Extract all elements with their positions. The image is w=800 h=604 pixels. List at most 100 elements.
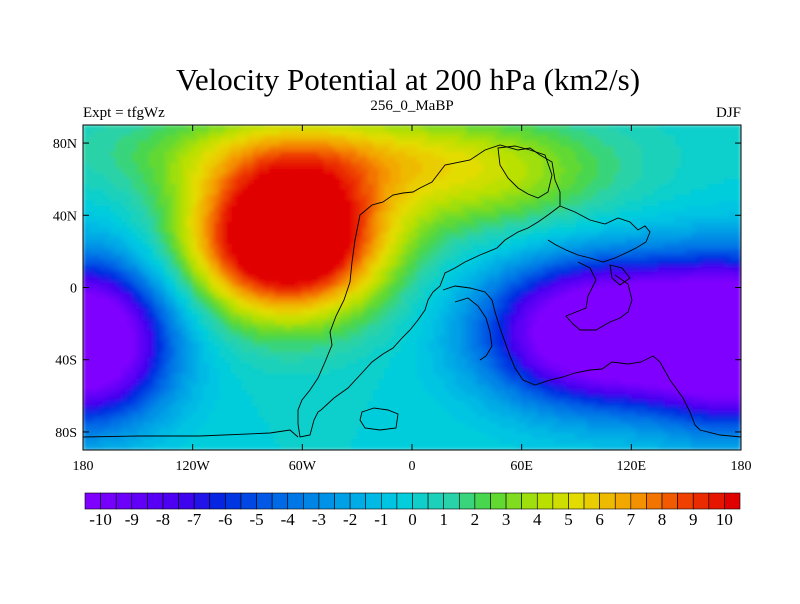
field-cell — [334, 297, 342, 305]
field-cell — [504, 254, 512, 261]
field-cell — [499, 200, 506, 207]
field-cell — [334, 303, 342, 310]
field-cell — [680, 151, 687, 158]
field-cell — [477, 281, 484, 288]
field-cell — [197, 270, 205, 278]
field-cell — [619, 178, 627, 186]
field-cell — [98, 297, 106, 305]
field-cell — [586, 151, 594, 158]
field-cell — [658, 297, 665, 305]
field-cell — [153, 232, 161, 240]
field-cell — [581, 211, 588, 218]
field-cell — [427, 232, 435, 240]
field-cell — [614, 200, 621, 207]
field-cell — [367, 249, 375, 256]
field-cell — [225, 227, 232, 234]
field-cell — [356, 287, 364, 294]
field-cell — [713, 157, 720, 164]
field-cell — [230, 238, 238, 245]
field-cell — [674, 189, 682, 196]
field-cell — [592, 146, 599, 153]
field-cell — [422, 227, 429, 234]
field-cell — [455, 319, 462, 326]
field-cell — [702, 157, 709, 164]
field-cell — [406, 200, 413, 207]
field-cell — [499, 238, 506, 245]
field-cell — [175, 178, 183, 186]
field-cell — [384, 189, 391, 196]
field-cell — [378, 308, 386, 316]
field-cell — [274, 335, 281, 343]
field-cell — [351, 259, 358, 267]
field-cell — [115, 265, 122, 272]
field-cell — [290, 308, 298, 316]
field-cell — [416, 319, 424, 326]
field-cell — [351, 167, 358, 175]
field-cell — [416, 194, 424, 202]
field-cell — [263, 129, 270, 137]
field-cell — [625, 194, 632, 202]
field-cell — [164, 335, 172, 343]
field-cell — [685, 222, 693, 229]
field-cell — [351, 200, 358, 207]
field-cell — [252, 238, 259, 245]
field-cell — [159, 276, 166, 283]
field-cell — [597, 146, 605, 153]
field-cell — [658, 184, 665, 191]
field-cell — [477, 125, 484, 131]
field-cell — [214, 314, 221, 321]
field-cell — [362, 281, 369, 288]
field-cell — [389, 259, 397, 267]
field-cell — [406, 303, 413, 310]
field-cell — [543, 281, 550, 288]
field-cell — [422, 211, 429, 218]
field-cell — [559, 270, 567, 278]
field-cell — [586, 211, 594, 218]
field-cell — [565, 287, 572, 294]
field-cell — [384, 205, 391, 213]
field-cell — [203, 157, 210, 164]
field-cell — [230, 259, 238, 267]
field-cell — [164, 303, 172, 310]
field-cell — [290, 346, 298, 353]
field-cell — [247, 319, 254, 326]
field-cell — [548, 276, 556, 283]
field-cell — [241, 125, 248, 131]
field-cell — [137, 335, 144, 343]
field-cell — [373, 324, 380, 332]
field-cell — [592, 140, 599, 148]
field-cell — [630, 335, 638, 343]
field-cell — [663, 281, 671, 288]
field-cell — [219, 297, 227, 305]
field-cell — [98, 243, 106, 251]
field-cell — [625, 303, 632, 310]
field-cell — [148, 270, 155, 278]
field-cell — [669, 200, 676, 207]
field-cell — [83, 232, 89, 240]
field-cell — [647, 194, 654, 202]
field-cell — [214, 341, 221, 348]
field-cell — [356, 200, 364, 207]
field-cell — [581, 162, 588, 169]
field-cell — [279, 238, 287, 245]
field-cell — [438, 335, 446, 343]
field-cell — [208, 140, 216, 148]
field-cell — [433, 216, 440, 223]
field-cell — [362, 173, 369, 180]
field-cell — [493, 157, 501, 164]
field-cell — [241, 211, 248, 218]
field-cell — [603, 303, 610, 310]
field-cell — [641, 281, 649, 288]
field-cell — [724, 270, 731, 278]
field-cell — [685, 227, 693, 234]
field-cell — [170, 292, 177, 299]
field-cell — [685, 308, 693, 316]
field-cell — [87, 324, 95, 332]
field-cell — [499, 167, 506, 175]
field-cell — [586, 243, 594, 251]
field-cell — [159, 281, 166, 288]
field-cell — [219, 173, 227, 180]
field-cell — [630, 167, 638, 175]
field-cell — [543, 335, 550, 343]
field-cell — [532, 151, 539, 158]
